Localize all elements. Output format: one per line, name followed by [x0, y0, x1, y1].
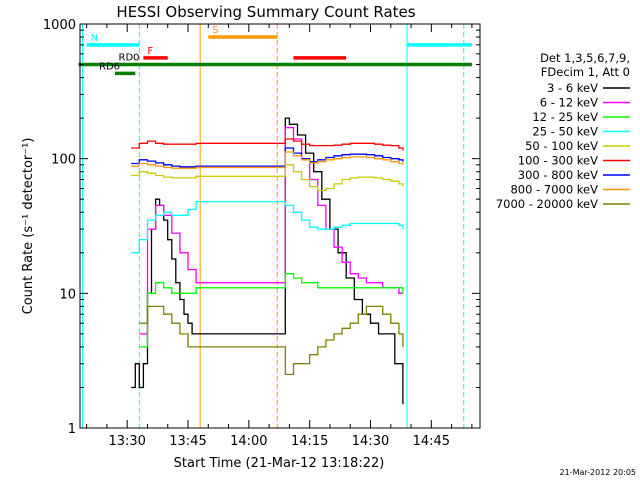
- legend-label-4: 25 - 50 keV: [532, 125, 598, 139]
- x-tick-label: 14:30: [352, 434, 389, 449]
- legend-label-5: 50 - 100 keV: [525, 139, 598, 153]
- legend-label-1: 3 - 6 keV: [547, 81, 598, 95]
- x-tick-label: 13:30: [108, 434, 145, 449]
- flag-label: RD6: [99, 61, 120, 72]
- y-tick-label: 1: [68, 422, 76, 437]
- y-tick-label: 10: [59, 287, 76, 302]
- flag-label: N: [91, 33, 98, 44]
- legend-label-3: 12 - 25 keV: [532, 110, 598, 124]
- x-tick-label: 14:15: [291, 434, 328, 449]
- flag-label: RD0: [119, 53, 140, 64]
- x-tick-label: 13:45: [169, 434, 206, 449]
- x-tick-label: 14:00: [230, 434, 267, 449]
- flag-label: F: [147, 46, 153, 57]
- legend-label-8: 800 - 7000 keV: [510, 183, 598, 197]
- series-line-3: [139, 273, 404, 348]
- x-axis: 13:30 13:45 14:00 14:15 14:30 14:45: [86, 24, 473, 449]
- series-line-4: [131, 200, 404, 254]
- series-line-8: [131, 151, 404, 169]
- footer-timestamp: 21-Mar-2012 20:05: [560, 468, 637, 477]
- legend-label-9: 7000 - 20000 keV: [496, 197, 598, 211]
- flag-label: S: [212, 25, 218, 36]
- y-axis-label: Count Rate (s⁻¹ detector⁻¹): [21, 138, 36, 315]
- series-line-5: [131, 164, 404, 192]
- vertical-markers: [82, 24, 465, 428]
- legend-label-7: 300 - 800 keV: [518, 168, 598, 182]
- plot-frame: [79, 23, 481, 429]
- legend-header-1: Det 1,3,5,6,7,9,: [540, 51, 630, 65]
- chart-title: HESSI Observing Summary Count Rates: [116, 3, 415, 21]
- y-axis: 1 10 100 1000: [43, 18, 480, 437]
- x-axis-label: Start Time (21-Mar-12 13:18:22): [174, 456, 385, 471]
- series-layer: [131, 117, 404, 405]
- series-line-9: [139, 305, 404, 376]
- y-tick-label: 1000: [43, 18, 76, 33]
- y-tick-label: 100: [51, 153, 76, 168]
- series-line-6: [131, 138, 404, 151]
- legend-label-6: 100 - 300 keV: [518, 154, 598, 168]
- x-tick-label: 14:45: [413, 434, 450, 449]
- legend: Det 1,3,5,6,7,9, FDecim 1, Att 0 3 - 6 k…: [496, 51, 630, 211]
- legend-label-2: 6 - 12 keV: [540, 96, 598, 110]
- series-line-2: [139, 126, 403, 335]
- legend-header-2: FDecim 1, Att 0: [541, 65, 630, 79]
